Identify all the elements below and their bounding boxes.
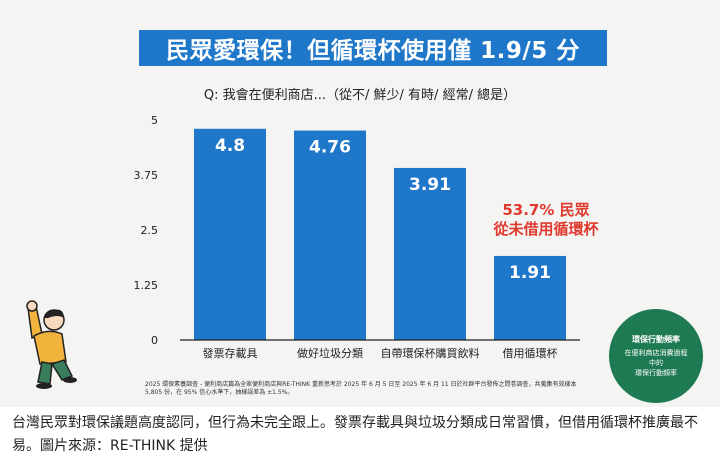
chart-title: 民眾愛環保！但循環杯使用僅 1.9/5 分 (166, 38, 580, 64)
bar (194, 128, 266, 340)
badge-line: 在便利商店消費過程 (624, 349, 688, 357)
x-tick-label: 做好垃圾分類 (297, 346, 363, 360)
bar-value-label: 3.91 (409, 175, 451, 195)
badge-line: 中的 (649, 359, 663, 367)
bar (394, 167, 466, 340)
survey-question: Q: 我會在便利商店...（從不/ 鮮少/ 有時/ 經常/ 總是） (203, 88, 517, 103)
annotation-callout: 53.7% 民眾 從未借用循環杯 (466, 201, 626, 239)
y-tick-label: 0 (151, 334, 158, 347)
badge-line: 環保行動頻率 (635, 369, 677, 377)
x-axis-labels: 發票存載具 做好垃圾分類 自帶環保杯購買飲料 借用循環杯 (203, 346, 558, 360)
annotation-line-1: 53.7% 民眾 (502, 201, 590, 219)
x-tick-label: 發票存載具 (203, 346, 258, 360)
bars-group: 4.8 4.76 3.91 1.91 (194, 128, 566, 340)
image-caption: 台灣民眾對環保議題高度認同，但行為未完全跟上。發票存載具與垃圾分類成日常習慣，但… (12, 415, 698, 454)
bar-value-label: 4.8 (215, 136, 245, 156)
y-tick-label: 3.75 (134, 169, 159, 182)
bar (294, 130, 366, 340)
annotation-line-2: 從未借用循環杯 (493, 220, 599, 238)
y-tick-label: 5 (151, 114, 158, 127)
x-tick-label: 借用循環杯 (503, 346, 558, 360)
action-frequency-badge: 環保行動頻率 在便利商店消費過程 中的 環保行動頻率 (609, 309, 703, 403)
badge-title: 環保行動頻率 (632, 335, 680, 344)
person-raising-hand-icon (26, 300, 77, 389)
y-axis-ticks: 5 3.75 2.5 1.25 0 (134, 114, 159, 347)
bar-chart: 5 3.75 2.5 1.25 0 4.8 4.76 3.91 1.91 發票存載具 做好垃圾分… (134, 114, 580, 360)
y-tick-label: 1.25 (134, 279, 159, 292)
y-tick-label: 2.5 (141, 224, 159, 237)
bar-value-label: 1.91 (509, 263, 551, 283)
x-tick-label: 自帶環保杯購買飲料 (381, 346, 480, 360)
source-footnote: 2025 環保素養調查 - 便利商店篇為全家便利商店與RE-THINK 重新思考… (145, 381, 577, 396)
bar (494, 255, 566, 340)
bar-value-label: 4.76 (309, 138, 351, 158)
title-banner: 民眾愛環保！但循環杯使用僅 1.9/5 分 (139, 30, 607, 66)
